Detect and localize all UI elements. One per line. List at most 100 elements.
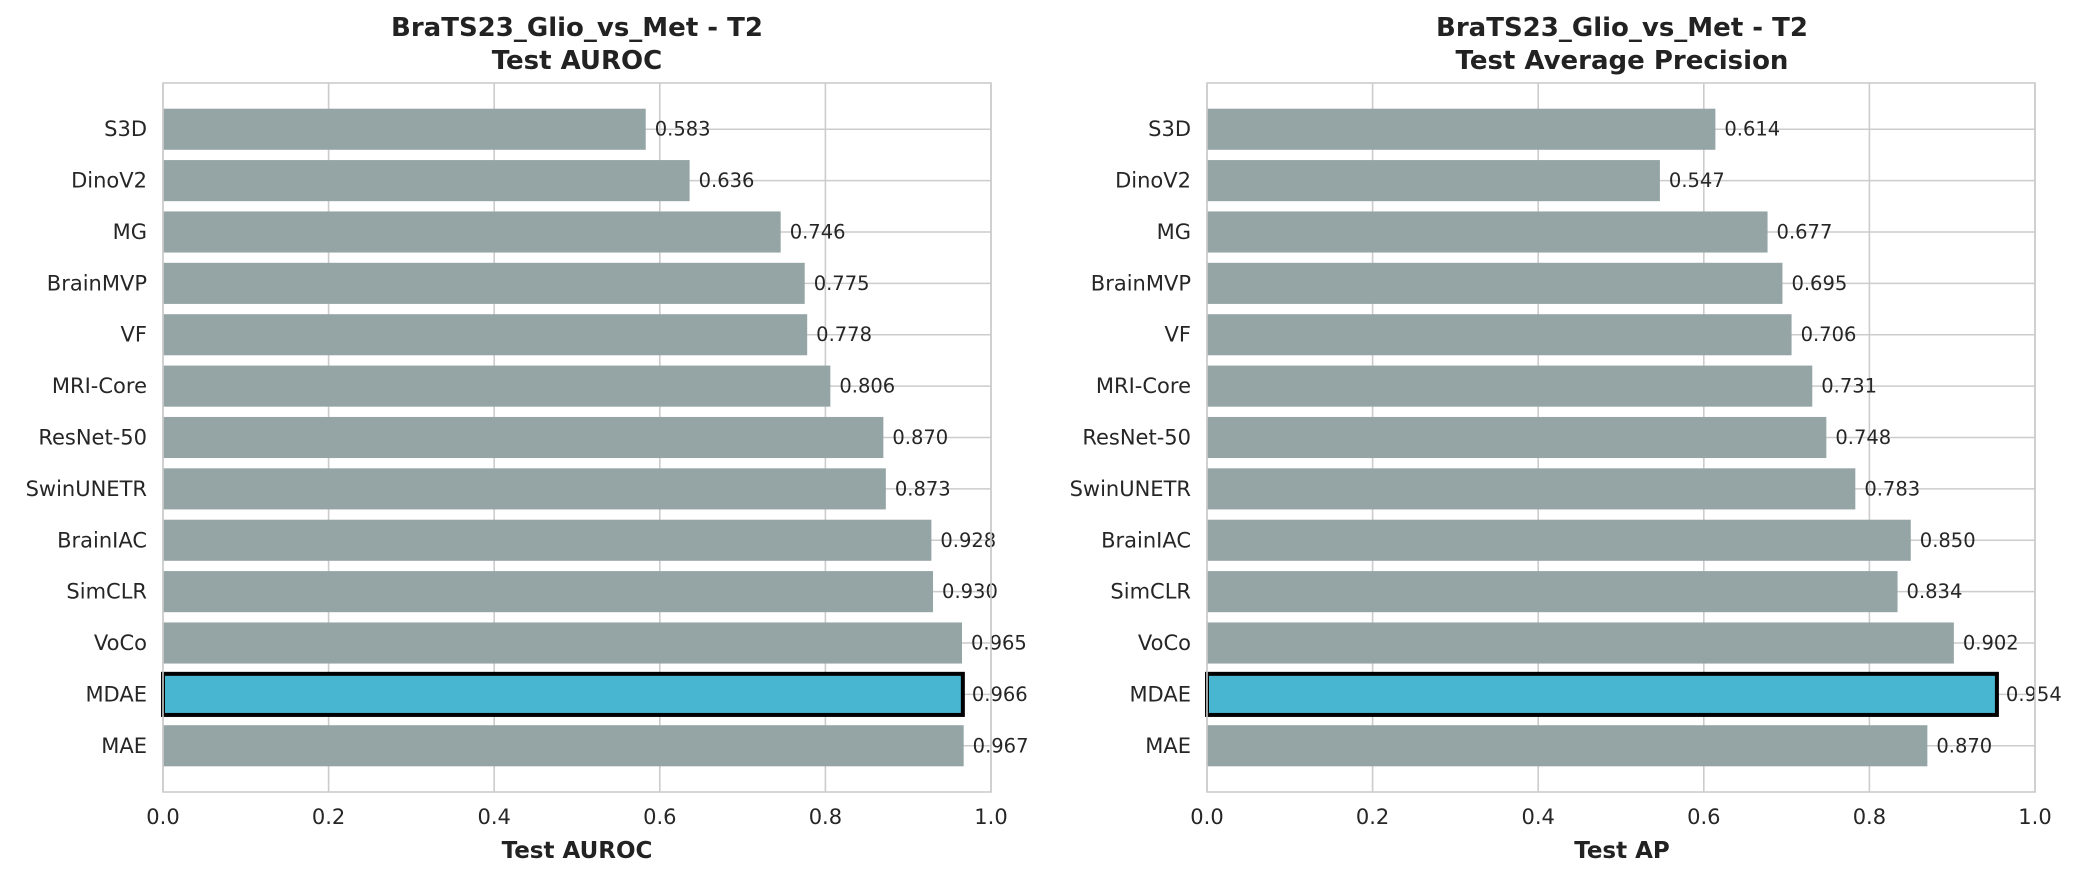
y-tick-label: DinoV2: [71, 169, 147, 193]
bar: [163, 416, 884, 459]
bar: [1207, 468, 1856, 510]
data-label: 0.746: [790, 220, 846, 243]
y-tick-label: BrainMVP: [1091, 271, 1191, 295]
axes-frame: [1206, 82, 2036, 793]
bar: [163, 571, 934, 613]
x-tick-label: 0.8: [1853, 805, 1886, 829]
y-tick-label: ResNet-50: [38, 426, 147, 450]
chart-title: BraTS23_Glio_vs_Met - T2: [391, 13, 763, 43]
data-label: 0.706: [1801, 323, 1857, 346]
data-label: 0.583: [655, 118, 711, 141]
data-label: 0.966: [972, 683, 1028, 706]
data-label: 0.954: [2006, 683, 2062, 706]
y-tick-label: MAE: [101, 734, 147, 758]
data-label: 0.748: [1835, 426, 1891, 449]
bar: [1207, 725, 1928, 767]
chart-subtitle: Test AUROC: [492, 46, 663, 76]
bar: [1207, 571, 1898, 613]
data-label: 0.636: [699, 169, 755, 192]
data-label: 0.965: [971, 632, 1027, 655]
bar-highlighted: [1205, 671, 1999, 717]
x-tick-label: 0.6: [643, 805, 676, 829]
y-tick-label: BrainMVP: [47, 271, 147, 295]
bar: [163, 519, 932, 561]
y-tick-label: MG: [1157, 220, 1191, 244]
bar: [163, 160, 690, 202]
data-label: 0.614: [1724, 118, 1780, 141]
x-tick-label: 0.0: [146, 805, 179, 829]
bar: [1207, 108, 1716, 150]
data-label: 0.870: [892, 426, 948, 449]
bar: [1207, 314, 1792, 356]
data-label: 0.873: [895, 477, 951, 500]
x-tick-label: 0.8: [809, 805, 842, 829]
y-tick-label: MRI-Core: [1096, 374, 1191, 398]
data-label: 0.850: [1920, 529, 1976, 552]
y-tick-label: VF: [1165, 323, 1191, 347]
bar: [1207, 622, 1954, 664]
x-tick-label: 0.6: [1687, 805, 1720, 829]
auroc-panel: BraTS23_Glio_vs_Met - T2 Test AUROC Test…: [26, 13, 1029, 864]
x-tick-label: 0.4: [477, 805, 510, 829]
y-tick-label: S3D: [104, 117, 147, 141]
y-tick-label: MAE: [1145, 734, 1191, 758]
y-tick-label: MDAE: [1129, 682, 1191, 706]
data-label: 0.967: [973, 734, 1029, 757]
x-axis-label: Test AP: [1574, 838, 1670, 864]
data-label: 0.775: [814, 272, 870, 295]
y-tick-label: S3D: [1148, 117, 1191, 141]
average-precision-panel: BraTS23_Glio_vs_Met - T2 Test Average Pr…: [1070, 13, 2062, 864]
x-tick-label: 0.2: [312, 805, 345, 829]
x-tick-label: 1.0: [2018, 805, 2051, 829]
bar: [1207, 519, 1911, 561]
x-tick-label: 1.0: [974, 805, 1007, 829]
data-label: 0.928: [940, 529, 996, 552]
y-tick-label: SimCLR: [66, 580, 147, 604]
y-tick-label: SwinUNETR: [26, 477, 147, 501]
y-tick-label: VoCo: [94, 631, 147, 655]
y-tick-label: MDAE: [85, 682, 147, 706]
y-tick-label: VF: [121, 323, 147, 347]
data-label: 0.547: [1669, 169, 1725, 192]
bar: [163, 211, 781, 253]
bar: [1207, 211, 1768, 253]
y-tick-label: DinoV2: [1115, 169, 1191, 193]
chart-subtitle: Test Average Precision: [1456, 46, 1789, 76]
y-tick-label: BrainIAC: [57, 528, 147, 552]
data-label: 0.677: [1777, 220, 1833, 243]
x-tick-label: 0.0: [1190, 805, 1223, 829]
bar: [163, 108, 646, 150]
bar-highlighted: [161, 671, 965, 717]
x-tick-label: 0.2: [1356, 805, 1389, 829]
y-tick-label: VoCo: [1138, 631, 1191, 655]
x-axis-label: Test AUROC: [502, 838, 653, 864]
bar: [1207, 160, 1660, 202]
data-label: 0.902: [1963, 632, 2019, 655]
bar: [163, 262, 805, 304]
plot-area: 0.0 0.2 0.4 0.6 0.8 1.0 0.614 S3D 0.547 DinoV2 0.6…: [1070, 82, 2062, 829]
y-tick-label: ResNet-50: [1082, 426, 1191, 450]
y-tick-label: SimCLR: [1110, 580, 1191, 604]
data-label: 0.930: [942, 580, 998, 603]
y-tick-label: MG: [113, 220, 147, 244]
bar: [1207, 416, 1827, 459]
bar: [163, 365, 831, 407]
bar: [163, 725, 964, 767]
bar: [163, 468, 886, 510]
y-tick-label: MRI-Core: [52, 374, 147, 398]
y-tick-label: BrainIAC: [1101, 528, 1191, 552]
bar: [163, 622, 963, 664]
data-label: 0.731: [1821, 375, 1877, 398]
bar: [163, 314, 808, 356]
plot-area: 0.0 0.2 0.4 0.6 0.8 1.0 0.583 S3D 0.636 DinoV2 0.7…: [26, 82, 1029, 829]
bar: [1207, 262, 1783, 304]
y-tick-label: SwinUNETR: [1070, 477, 1191, 501]
data-label: 0.695: [1791, 272, 1847, 295]
chart-title: BraTS23_Glio_vs_Met - T2: [1436, 13, 1808, 43]
data-label: 0.783: [1864, 477, 1920, 500]
data-label: 0.806: [839, 375, 895, 398]
axes-frame: [162, 82, 992, 793]
bar: [1207, 365, 1813, 407]
data-label: 0.870: [1936, 734, 1992, 757]
